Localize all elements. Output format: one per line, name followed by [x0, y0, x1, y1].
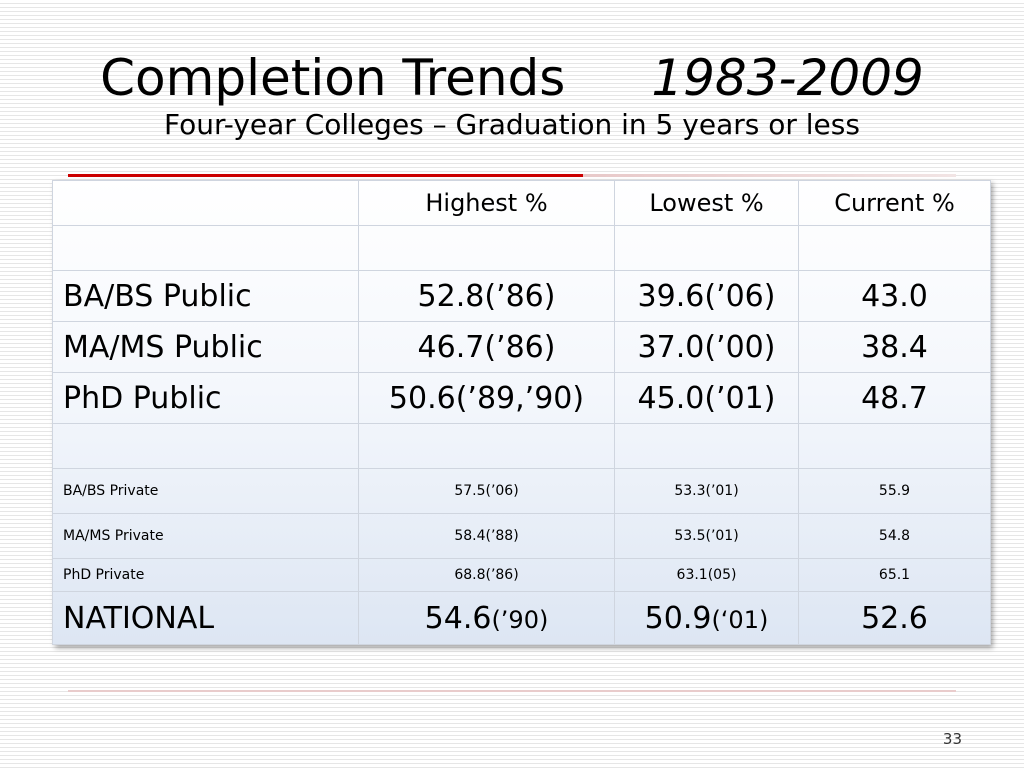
highest-value: 68.8(’86) [358, 558, 615, 592]
spacer-cell [614, 225, 799, 271]
row-label: PhD Public [52, 372, 359, 424]
header-cell-highest: Highest % [358, 180, 615, 226]
title-years: 1983-2009 [651, 49, 924, 107]
header-cell-current: Current % [798, 180, 991, 226]
current-value: 48.7 [798, 372, 991, 424]
lowest-value: 53.5(’01) [614, 513, 799, 559]
current-value: 43.0 [798, 270, 991, 322]
slide-subtitle: Four-year Colleges – Graduation in 5 yea… [164, 108, 860, 141]
row-label: PhD Private [52, 558, 359, 592]
highest-value-year: (’90) [491, 605, 549, 634]
table-row: MA/MS Private 58.4(’88) 53.5(’01) 54.8 [52, 513, 991, 559]
table-header-row: Highest % Lowest % Current % [52, 180, 991, 226]
table-row-national: NATIONAL 54.6(’90) 50.9(‘01) 52.6 [52, 591, 991, 645]
footer-divider [68, 690, 956, 692]
header-cell-empty [52, 180, 359, 226]
table-row: BA/BS Public 52.8(’86) 39.6(’06) 43.0 [52, 270, 991, 322]
slide-title: Completion Trends 1983-2009 [0, 48, 1024, 108]
completion-table-container: Highest % Lowest % Current % BA/BS Publi… [52, 180, 991, 645]
table-row: BA/BS Private 57.5(’06) 53.3(’01) 55.9 [52, 468, 991, 514]
table-row: PhD Public 50.6(’89,’90) 45.0(’01) 48.7 [52, 372, 991, 424]
highest-value: 50.6(’89,’90) [358, 372, 615, 424]
row-label: MA/MS Public [52, 321, 359, 373]
table-spacer-row [52, 225, 991, 271]
current-value: 54.8 [798, 513, 991, 559]
spacer-cell [52, 423, 359, 469]
title-main: Completion Trends [100, 49, 566, 107]
row-label: BA/BS Private [52, 468, 359, 514]
slide-number: 33 [942, 730, 962, 748]
spacer-cell [52, 225, 359, 271]
title-divider [68, 174, 956, 177]
row-label: BA/BS Public [52, 270, 359, 322]
highest-value: 57.5(’06) [358, 468, 615, 514]
row-label: MA/MS Private [52, 513, 359, 559]
lowest-value: 39.6(’06) [614, 270, 799, 322]
highest-value: 58.4(’88) [358, 513, 615, 559]
row-label: NATIONAL [52, 591, 359, 645]
completion-table: Highest % Lowest % Current % BA/BS Publi… [52, 180, 991, 645]
lowest-value: 50.9(‘01) [614, 591, 799, 645]
title-block: Completion Trends 1983-2009 Four-year Col… [0, 48, 1024, 142]
spacer-cell [614, 423, 799, 469]
table-row: MA/MS Public 46.7(’86) 37.0(’00) 38.4 [52, 321, 991, 373]
lowest-value-year: (‘01) [711, 605, 769, 634]
current-value: 38.4 [798, 321, 991, 373]
spacer-cell [358, 423, 615, 469]
lowest-value: 63.1(05) [614, 558, 799, 592]
header-cell-lowest: Lowest % [614, 180, 799, 226]
current-value: 55.9 [798, 468, 991, 514]
highest-value: 46.7(’86) [358, 321, 615, 373]
current-value: 65.1 [798, 558, 991, 592]
highest-value-number: 54.6 [424, 600, 492, 636]
highest-value: 54.6(’90) [358, 591, 615, 645]
current-value: 52.6 [798, 591, 991, 645]
highest-value: 52.8(’86) [358, 270, 615, 322]
spacer-cell [798, 225, 991, 271]
lowest-value: 45.0(’01) [614, 372, 799, 424]
spacer-cell [358, 225, 615, 271]
table-row: PhD Private 68.8(’86) 63.1(05) 65.1 [52, 558, 991, 592]
lowest-value-number: 50.9 [644, 600, 712, 636]
lowest-value: 53.3(’01) [614, 468, 799, 514]
spacer-cell [798, 423, 991, 469]
lowest-value: 37.0(’00) [614, 321, 799, 373]
table-spacer-row [52, 423, 991, 469]
